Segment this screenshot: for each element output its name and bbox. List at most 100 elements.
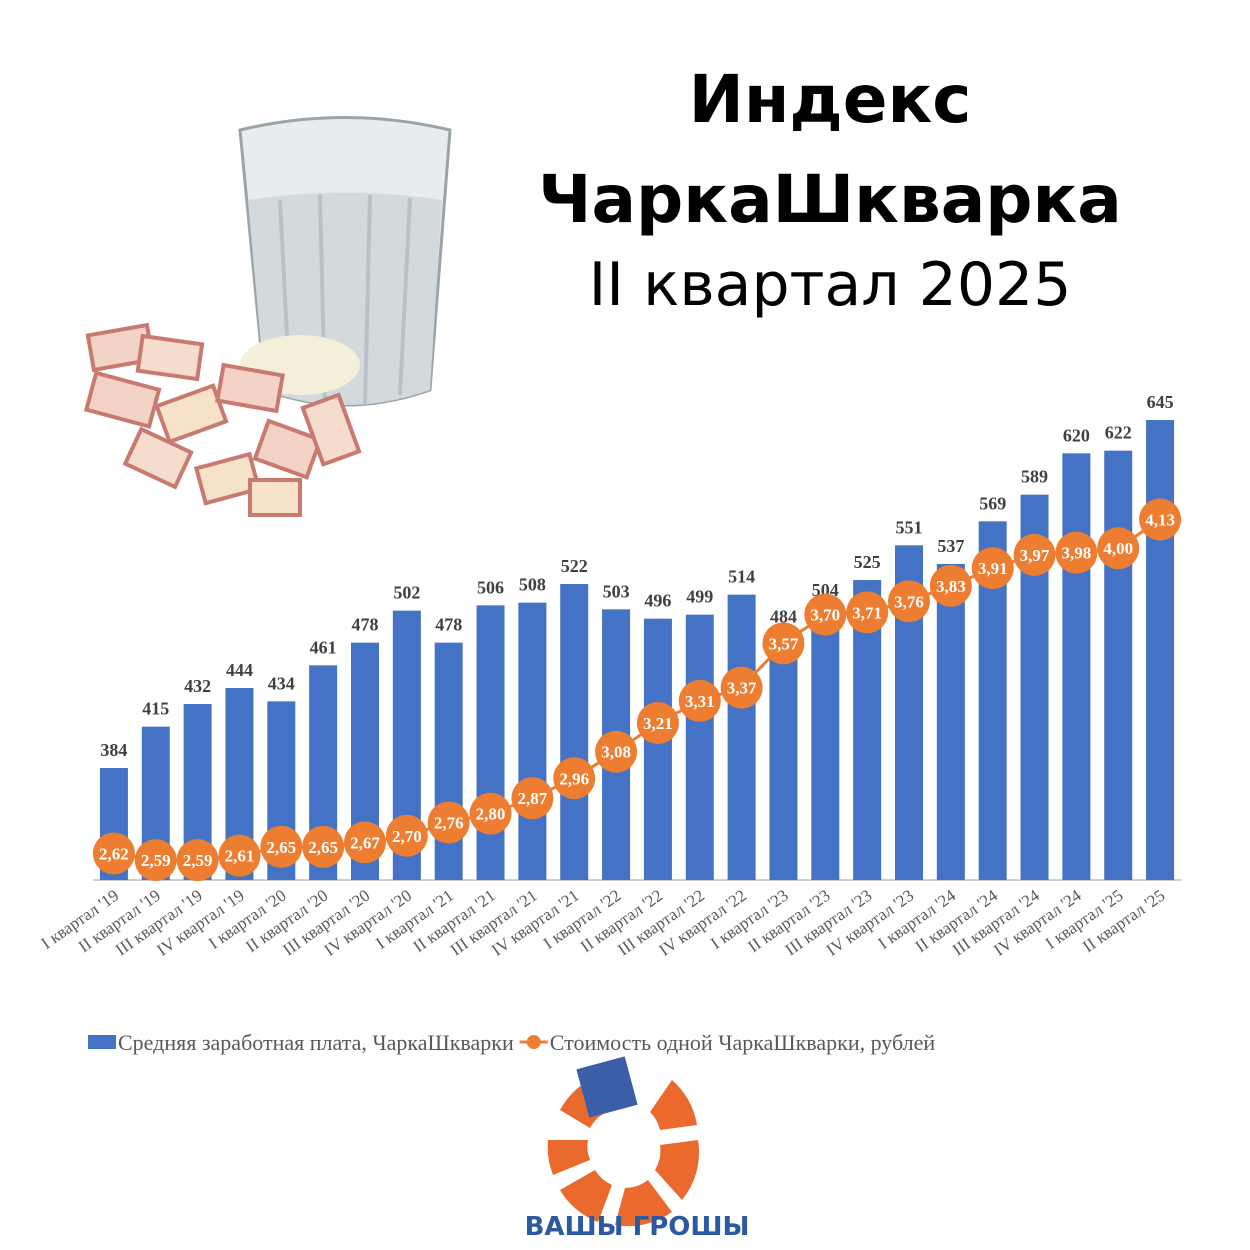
line-value-label: 2,65 (266, 838, 296, 857)
bar-value-label: 384 (100, 740, 127, 760)
line-point (511, 777, 554, 820)
bar-value-label: 514 (728, 567, 755, 587)
line-value-label: 3,57 (769, 634, 799, 653)
line-value-label: 2,59 (183, 851, 213, 870)
line-value-label: 2,62 (99, 844, 129, 863)
bar-value-label: 478 (435, 615, 462, 635)
line-point (971, 547, 1014, 590)
line-value-label: 4,00 (1103, 539, 1133, 558)
line-point (218, 834, 261, 877)
line-value-label: 3,76 (894, 592, 924, 611)
line-point (595, 730, 638, 773)
bar-value-label: 645 (1147, 392, 1174, 412)
line-point (1139, 498, 1182, 541)
bar (811, 608, 840, 880)
line-value-label: 3,98 (1062, 544, 1092, 563)
line-value-label: 3,31 (685, 692, 715, 711)
bar (476, 605, 505, 880)
bar-value-label: 503 (603, 581, 630, 601)
line-value-label: 3,83 (936, 577, 966, 596)
legend-swatch-point (526, 1035, 541, 1049)
line-value-label: 2,67 (350, 833, 380, 852)
bar-value-label: 537 (937, 536, 964, 556)
bar (1062, 453, 1091, 880)
bar-value-label: 434 (268, 673, 295, 693)
bar (769, 634, 798, 880)
line-point (762, 622, 805, 665)
line-point (385, 814, 428, 857)
bar-value-label: 589 (1021, 467, 1048, 487)
bar-value-label: 506 (477, 577, 504, 597)
bar-value-label: 496 (644, 591, 671, 611)
bar-value-label: 484 (770, 607, 797, 627)
bar-value-label: 622 (1105, 423, 1132, 443)
line-value-label: 3,97 (1020, 546, 1050, 565)
line-point (427, 801, 470, 844)
legend-label: Средняя заработная плата, ЧаркаШкварки (118, 1030, 514, 1055)
line-value-label: 3,08 (601, 743, 631, 762)
bar-value-label: 502 (393, 583, 420, 603)
line-value-label: 2,70 (392, 827, 422, 846)
bar (685, 614, 714, 880)
line-point (176, 839, 219, 882)
bar (936, 564, 965, 880)
chart-title: Индекс ЧаркаШкварка (538, 61, 1122, 238)
chart-subtitle: II квартал 2025 (588, 250, 1072, 320)
line-value-label: 4,13 (1145, 510, 1175, 529)
glass-facets (278, 194, 412, 406)
logo-mark (547, 1056, 700, 1227)
line-value-label: 2,76 (434, 813, 464, 832)
line-value-label: 2,59 (141, 851, 171, 870)
bar (518, 602, 547, 880)
line-value-label: 3,70 (810, 606, 840, 625)
line-point (553, 757, 596, 800)
bar-value-label: 522 (561, 556, 588, 576)
bar-value-label: 508 (519, 575, 546, 595)
bar-value-label: 432 (184, 676, 211, 696)
bar-value-label: 525 (854, 552, 881, 572)
bar-value-label: 478 (352, 615, 379, 635)
line-point (846, 591, 889, 634)
bar (1104, 450, 1133, 880)
line-point (720, 666, 763, 709)
line-value-label: 2,61 (225, 847, 255, 866)
line-point (1097, 527, 1140, 570)
line-point (260, 825, 303, 868)
line-point (302, 825, 345, 868)
line-point (134, 839, 177, 882)
bar-value-label: 461 (310, 637, 337, 657)
bacon (83, 322, 362, 517)
line-point (929, 564, 972, 607)
line-point (888, 580, 930, 623)
line-value-label: 3,91 (978, 559, 1008, 578)
bar-value-label: 444 (226, 660, 253, 680)
bar (560, 584, 589, 880)
line-point (804, 593, 847, 636)
line-value-label: 2,96 (559, 769, 589, 788)
bar-value-label: 551 (896, 517, 923, 537)
line-point (1013, 533, 1056, 576)
line-value-label: 3,21 (643, 714, 673, 733)
line-point (92, 832, 135, 875)
legend-swatch (88, 1035, 116, 1049)
bar-value-label: 499 (686, 587, 713, 607)
bar (434, 642, 463, 880)
line-point (1055, 531, 1098, 574)
line-point (344, 821, 386, 864)
line-value-label: 3,37 (727, 679, 757, 698)
bar (727, 594, 756, 880)
line-point (636, 701, 679, 744)
bar-value-label: 415 (142, 699, 169, 719)
logo-text: ВАШЫ ГРОШЫ (525, 1212, 750, 1242)
line-point (469, 792, 512, 835)
line-value-label: 3,71 (852, 603, 882, 622)
line-value-label: 2,65 (308, 838, 338, 857)
line-point (678, 679, 721, 722)
line-value-label: 2,87 (518, 789, 548, 808)
line-value-label: 2,80 (476, 805, 506, 824)
bar (1146, 420, 1175, 880)
bar-value-label: 620 (1063, 425, 1090, 445)
